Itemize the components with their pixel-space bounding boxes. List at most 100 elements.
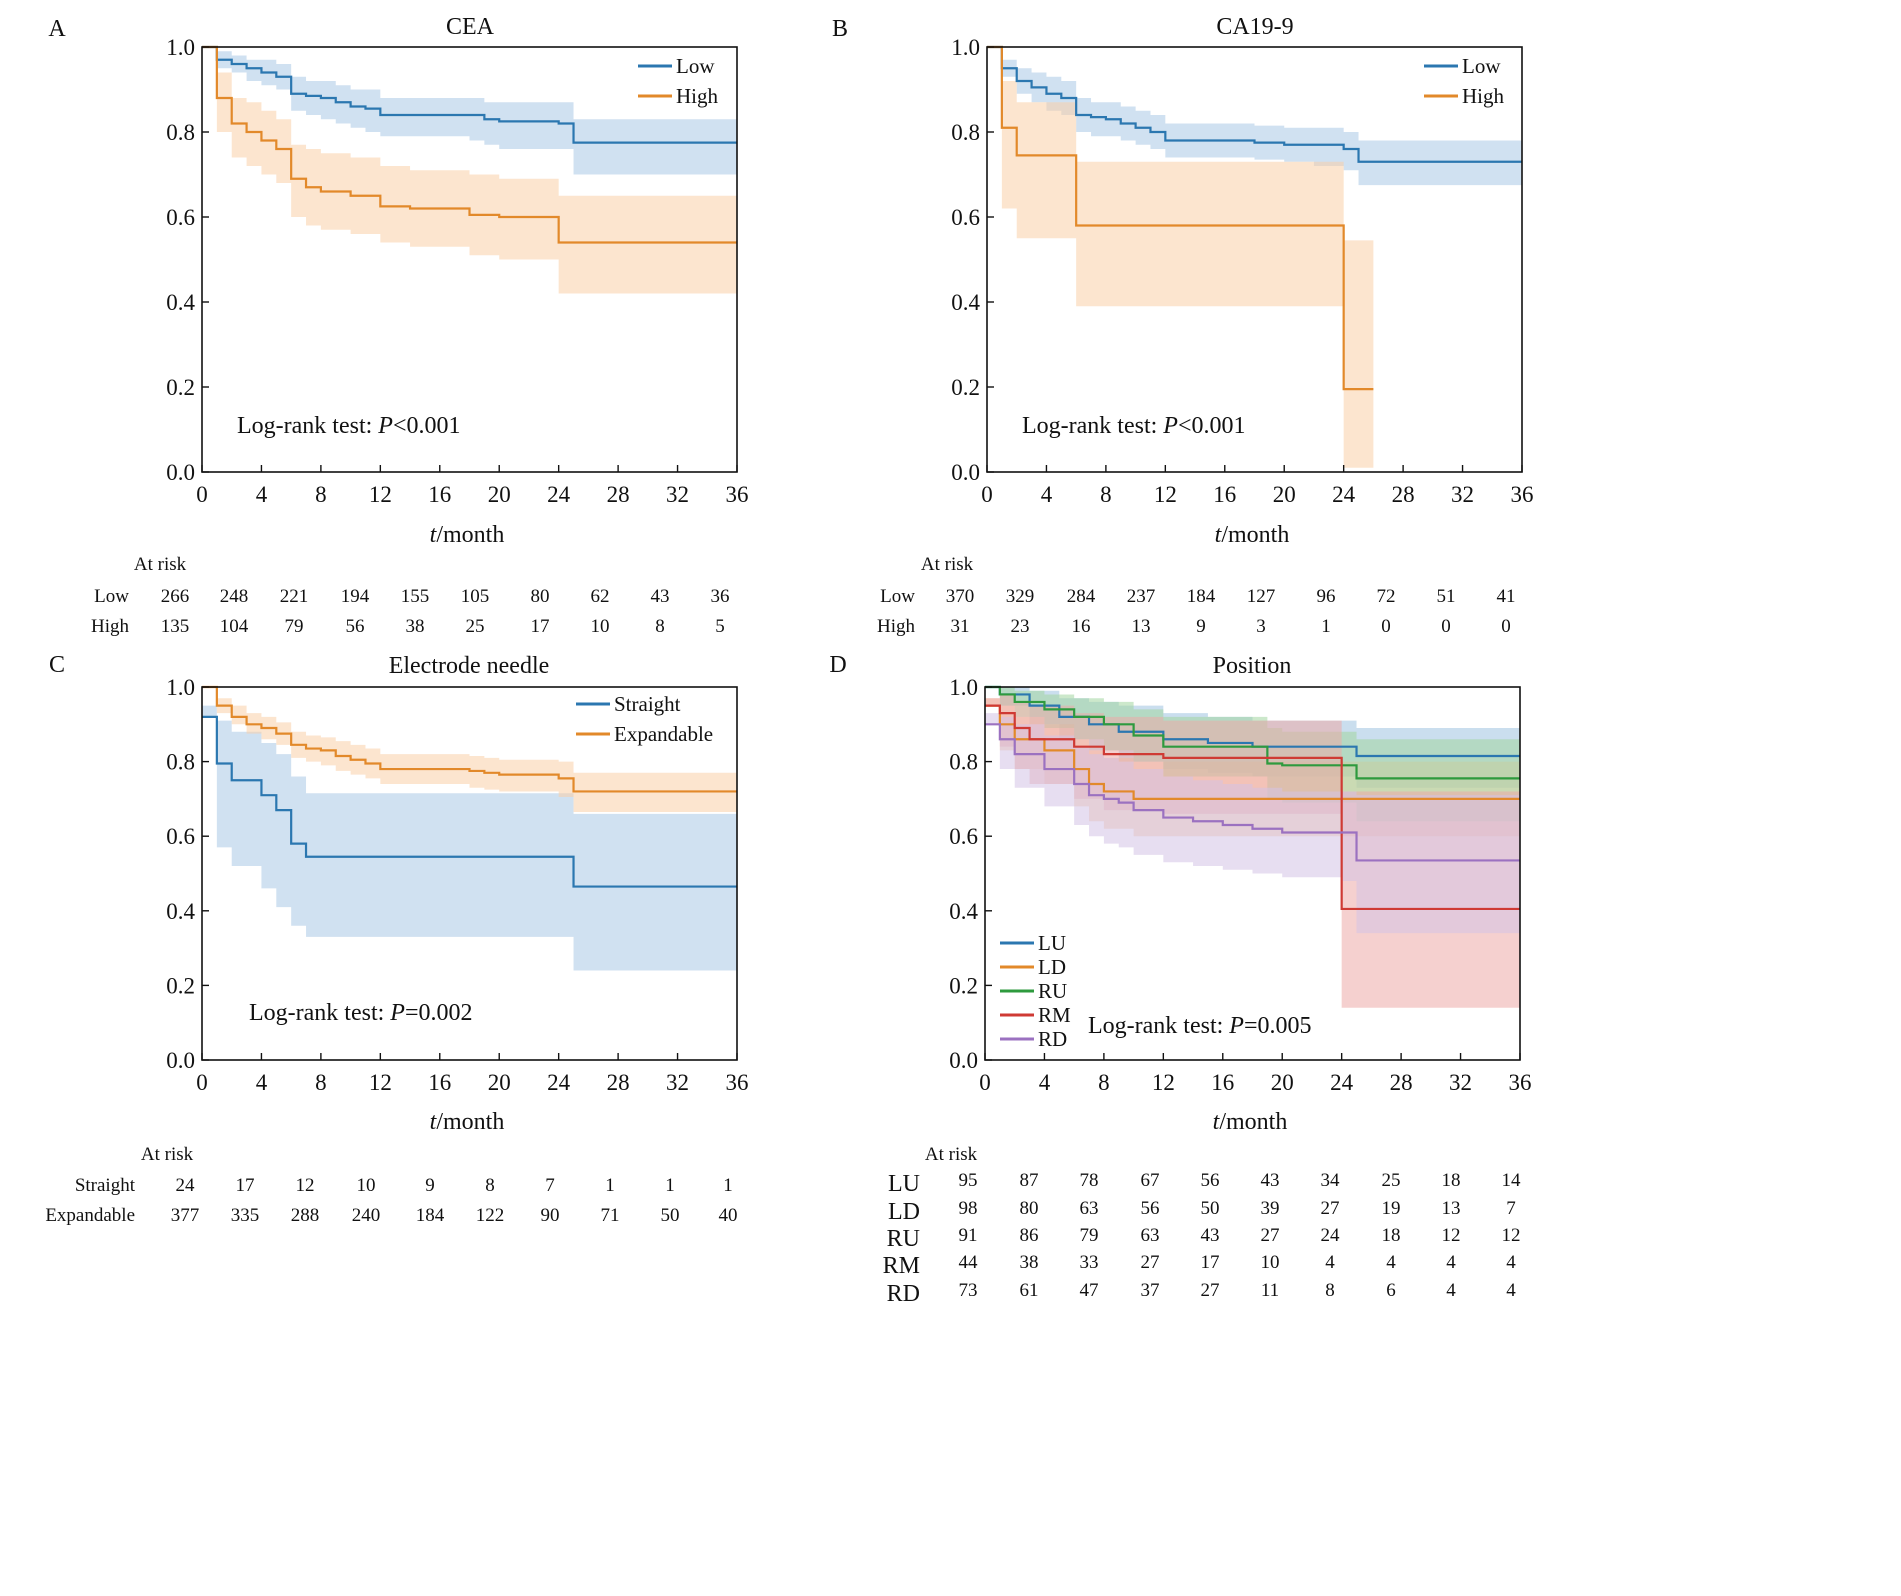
ci-band-low [987,47,1522,186]
risk-table-header: At risk [925,1144,978,1165]
y-tick-label: 1.0 [166,35,195,60]
risk-cell: 7 [1506,1198,1516,1219]
risk-cell: 7 [545,1175,555,1196]
x-tick-label: 12 [1154,482,1177,507]
risk-row-label: RM [883,1253,920,1279]
risk-cell: 0 [1441,616,1451,637]
risk-row-label: High [877,616,916,637]
risk-cell: 27 [1201,1280,1220,1301]
risk-cell: 370 [946,586,975,607]
x-tick-label: 12 [1152,1070,1175,1095]
panel-title: Position [1213,653,1292,679]
y-tick-label: 0.4 [951,290,980,315]
risk-cell: 8 [1325,1280,1335,1301]
risk-table-header: At risk [921,554,974,575]
risk-cell: 31 [951,616,970,637]
panel-title: CEA [446,14,495,40]
risk-cell: 96 [1317,586,1336,607]
risk-cell: 62 [591,586,610,607]
risk-cell: 10 [591,616,610,637]
risk-cell: 24 [176,1175,196,1196]
x-tick-label: 0 [196,1070,208,1095]
y-tick-label: 0.8 [166,750,195,775]
risk-cell: 34 [1321,1170,1341,1191]
risk-cell: 37 [1141,1280,1160,1301]
legend-label-low: Low [1462,54,1501,78]
log-rank-annotation: Log-rank test: P<0.001 [237,413,461,439]
survival-line-expandable [202,685,737,793]
risk-cell: 41 [1497,586,1516,607]
x-axis-label: t/month [1213,1109,1288,1135]
risk-cell: 27 [1261,1225,1280,1246]
risk-cell: 4 [1386,1252,1396,1273]
y-tick-label: 1.0 [949,675,978,700]
x-tick-label: 0 [979,1070,991,1095]
risk-row-label: Straight [75,1175,136,1196]
risk-cell: 104 [220,616,249,637]
survival-line-low [987,45,1522,163]
risk-cell: 14 [1502,1170,1522,1191]
risk-cell: 12 [1502,1225,1521,1246]
risk-row-label: RD [887,1281,920,1307]
risk-cell: 105 [461,586,490,607]
x-tick-label: 16 [428,482,451,507]
risk-cell: 43 [651,586,670,607]
risk-cell: 0 [1501,616,1511,637]
y-tick-label: 0.2 [951,375,980,400]
x-tick-label: 32 [1451,482,1474,507]
risk-cell: 91 [959,1225,978,1246]
ci-band-high [987,47,1374,468]
x-tick-label: 4 [1039,1070,1051,1095]
x-axis-label: t/month [430,522,505,548]
risk-cell: 12 [296,1175,315,1196]
y-tick-label: 1.0 [951,35,980,60]
risk-cell: 79 [1080,1225,1099,1246]
x-tick-label: 24 [547,482,571,507]
x-tick-label: 20 [488,482,511,507]
x-tick-label: 8 [1100,482,1112,507]
risk-cell: 63 [1080,1198,1099,1219]
x-tick-label: 12 [369,482,392,507]
risk-cell: 18 [1442,1170,1461,1191]
risk-cell: 24 [1321,1225,1341,1246]
risk-cell: 4 [1506,1252,1516,1273]
risk-cell: 12 [1442,1225,1461,1246]
risk-cell: 17 [1201,1252,1220,1273]
x-tick-label: 36 [1509,1070,1532,1095]
survival-line-low [202,45,737,144]
y-tick-label: 0.4 [166,899,195,924]
x-tick-label: 28 [1392,482,1415,507]
x-tick-label: 28 [607,482,630,507]
panel-letter: B [832,16,848,42]
log-rank-annotation: Log-rank test: P=0.005 [1088,1013,1312,1039]
x-tick-label: 16 [428,1070,451,1095]
risk-table-header: At risk [134,554,187,575]
y-tick-label: 0.8 [166,120,195,145]
risk-cell: 4 [1325,1252,1335,1273]
legend-label-expandable: Expandable [614,722,713,746]
risk-cell: 8 [485,1175,495,1196]
risk-cell: 155 [401,586,430,607]
x-axis-label: t/month [1215,522,1290,548]
x-tick-label: 32 [1449,1070,1472,1095]
risk-cell: 10 [357,1175,376,1196]
x-tick-label: 12 [369,1070,392,1095]
risk-cell: 266 [161,586,190,607]
risk-cell: 33 [1080,1252,1099,1273]
y-tick-label: 0.0 [951,460,980,485]
panel-letter: C [49,652,65,678]
risk-cell: 36 [711,586,730,607]
risk-cell: 13 [1132,616,1151,637]
x-tick-label: 8 [315,1070,327,1095]
y-tick-label: 0.2 [949,973,978,998]
panel-letter: D [829,652,846,678]
risk-row-label: LU [888,1171,920,1197]
risk-cell: 25 [466,616,485,637]
risk-table-header: At risk [141,1144,194,1165]
x-axis-label: t/month [430,1109,505,1135]
risk-cell: 38 [406,616,425,637]
risk-cell: 56 [346,616,365,637]
risk-cell: 90 [541,1205,560,1226]
y-tick-label: 0.8 [951,120,980,145]
